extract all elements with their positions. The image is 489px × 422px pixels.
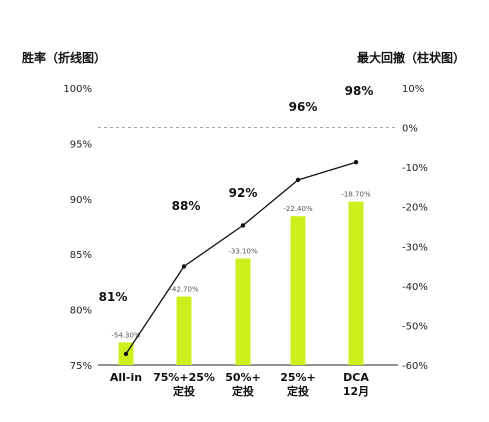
category-label: 定投 [232, 384, 254, 398]
win-rate-point [295, 177, 301, 183]
left-tick-label: 90% [70, 195, 92, 206]
drawdown-label: -22.40% [283, 205, 313, 213]
win-rate-line: 81% 88% 92% 96% 98% [99, 84, 374, 357]
right-tick-label: -50% [402, 321, 428, 332]
win-rate-point [123, 351, 129, 357]
category-label: 12月 [343, 385, 369, 398]
win-rate-label: 88% [172, 199, 201, 213]
left-tick-label: 100% [63, 84, 92, 95]
right-tick-label: -30% [402, 242, 428, 253]
win-rate-label: 98% [345, 84, 374, 98]
drawdown-bar [348, 201, 364, 365]
win-rate-label: 92% [229, 186, 258, 200]
right-tick-label: -20% [402, 203, 428, 214]
win-rate-label: 81% [99, 290, 128, 304]
left-tick-label: 75% [70, 361, 92, 372]
category-label: DCA [343, 371, 369, 384]
category-label: 定投 [287, 384, 309, 398]
drawdown-bar [176, 296, 192, 365]
category-label: All-in [110, 371, 142, 384]
right-tick-label: 10% [402, 84, 424, 95]
drawdown-bar [290, 216, 306, 365]
win-rate-point [240, 223, 246, 228]
left-axis-ticks: 75% 80% 85% 90% 95% 100% [63, 84, 92, 372]
right-axis-title: 最大回撤（柱状图） [357, 50, 465, 65]
win-rate-point [181, 264, 187, 269]
drawdown-label: -42.70% [169, 286, 199, 294]
drawdown-label: -18.70% [341, 191, 371, 199]
category-label: 25%+ [280, 371, 316, 384]
drawdown-label: -33.10% [228, 248, 258, 256]
left-axis-title: 胜率（折线图） [22, 50, 106, 65]
category-label: 50%+ [225, 371, 261, 384]
category-label: 75%+25% [153, 371, 215, 384]
right-axis-ticks: 10% 0% -10% -20% -30% -40% -50% -60% [402, 84, 428, 372]
left-tick-label: 80% [70, 306, 92, 317]
win-rate-label: 96% [289, 100, 318, 114]
win-rate-point [353, 160, 359, 165]
right-tick-label: -40% [402, 282, 428, 293]
drawdown-bar [235, 258, 251, 365]
bar-series: -54.30% -42.70% -33.10% -22.40% -18.70% [111, 191, 371, 365]
right-tick-label: -10% [402, 163, 428, 174]
right-tick-label: -60% [402, 361, 428, 372]
right-tick-label: 0% [402, 124, 418, 135]
category-label: 定投 [173, 384, 195, 398]
left-tick-label: 95% [70, 139, 92, 150]
left-tick-label: 85% [70, 250, 92, 261]
drawdown-label: -54.30% [111, 331, 141, 339]
